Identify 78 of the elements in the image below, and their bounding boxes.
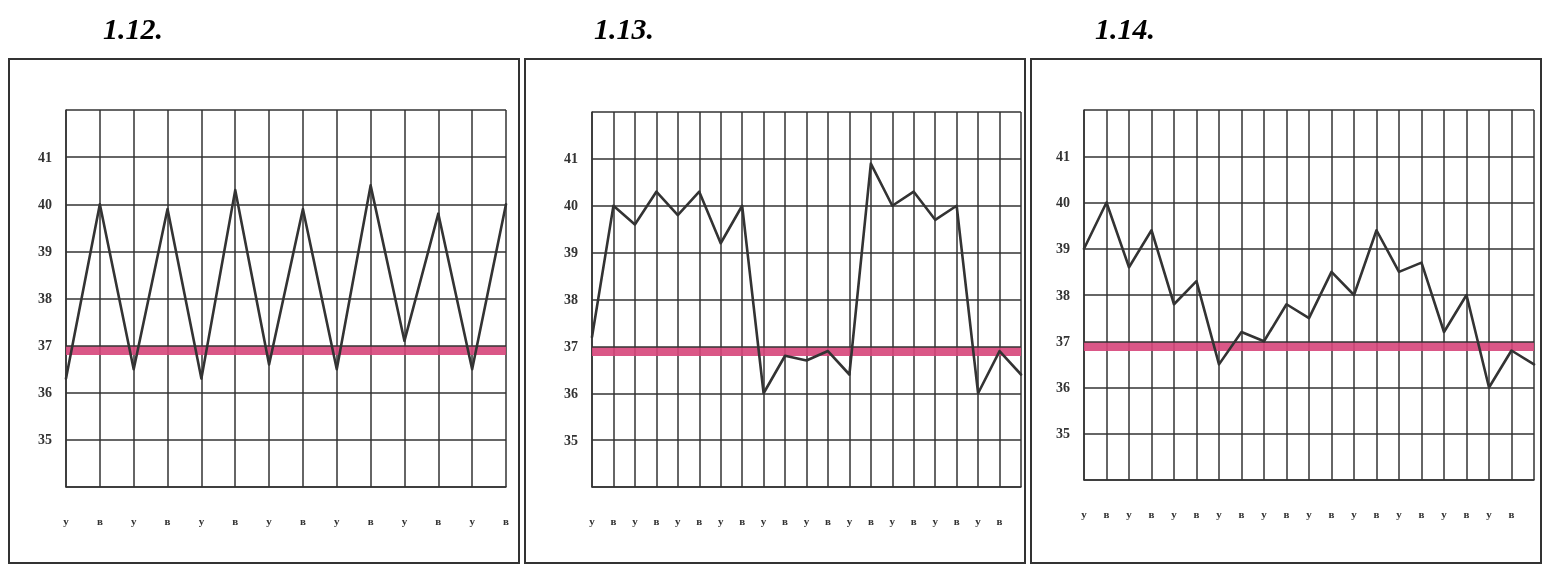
- y-tick-label: 36: [1056, 380, 1070, 395]
- y-tick-label: 36: [38, 385, 52, 401]
- x-tick-label: в: [610, 514, 617, 527]
- x-tick-label: у: [803, 514, 810, 527]
- x-tick-label: в: [1373, 507, 1380, 520]
- x-tick-label: в: [953, 514, 960, 527]
- y-tick-label: 38: [564, 292, 578, 307]
- x-tick-label: в: [1103, 507, 1110, 520]
- chart-title: 1.12.: [103, 12, 163, 46]
- y-tick-label: 35: [1056, 426, 1070, 442]
- x-tick-label: у: [975, 514, 982, 527]
- x-tick-label: у: [63, 514, 70, 527]
- x-tick-label: у: [334, 514, 341, 527]
- x-tick-label: у: [1441, 507, 1448, 520]
- x-tick-label: у: [1171, 507, 1178, 520]
- x-tick-label: у: [589, 514, 596, 527]
- x-tick-label: у: [760, 514, 767, 527]
- x-tick-label: у: [1216, 507, 1223, 520]
- y-tick-label: 38: [38, 291, 52, 306]
- y-tick-label: 40: [1056, 195, 1070, 210]
- x-tick-label: у: [632, 514, 639, 527]
- x-tick-label: у: [1351, 507, 1358, 520]
- x-tick-label: у: [198, 514, 205, 527]
- x-tick-label: в: [867, 514, 874, 527]
- x-tick-label: в: [1418, 507, 1425, 520]
- y-tick-label: 40: [564, 198, 578, 214]
- chart-title: 1.14.: [1095, 12, 1155, 46]
- x-tick-label: в: [1508, 507, 1515, 520]
- x-tick-label: в: [299, 514, 306, 527]
- x-tick-label: в: [782, 514, 789, 527]
- x-tick-label: у: [717, 514, 724, 527]
- y-tick-label: 41: [38, 149, 52, 165]
- y-tick-label: 37: [1056, 333, 1070, 349]
- x-tick-label: в: [367, 514, 374, 527]
- x-tick-label: в: [1463, 507, 1470, 520]
- x-tick-label: в: [696, 514, 703, 527]
- y-tick-label: 39: [38, 243, 52, 259]
- y-tick-label: 37: [38, 338, 52, 354]
- y-tick-label: 41: [1056, 148, 1070, 164]
- y-tick-label: 37: [564, 338, 578, 354]
- x-tick-label: в: [1193, 507, 1200, 520]
- x-tick-label: у: [1486, 507, 1493, 520]
- x-tick-label: у: [469, 514, 476, 527]
- x-tick-label: у: [266, 514, 273, 527]
- x-tick-label: у: [1261, 507, 1268, 520]
- x-tick-label: у: [889, 514, 896, 527]
- x-tick-label: в: [164, 514, 171, 527]
- y-tick-label: 40: [38, 196, 52, 212]
- x-tick-label: в: [824, 514, 831, 527]
- x-tick-label: у: [1081, 507, 1088, 520]
- x-tick-label: у: [401, 514, 408, 527]
- x-tick-label: в: [1283, 507, 1290, 520]
- chart-title: 1.13.: [594, 12, 654, 46]
- y-tick-label: 38: [1056, 287, 1070, 303]
- y-tick-label: 35: [564, 432, 578, 448]
- x-tick-label: в: [1238, 507, 1245, 520]
- x-tick-label: у: [846, 514, 853, 527]
- x-tick-label: в: [1328, 507, 1335, 520]
- x-tick-label: у: [675, 514, 682, 527]
- x-tick-label: в: [435, 514, 442, 527]
- y-tick-label: 41: [564, 151, 578, 167]
- y-tick-label: 39: [564, 245, 578, 261]
- x-tick-label: в: [1148, 507, 1155, 520]
- x-tick-label: у: [130, 514, 137, 527]
- x-tick-label: в: [232, 514, 239, 527]
- x-tick-label: в: [996, 514, 1003, 527]
- y-tick-label: 39: [1056, 241, 1070, 257]
- x-tick-label: у: [1126, 507, 1133, 520]
- x-tick-label: в: [653, 514, 660, 527]
- x-tick-label: в: [739, 514, 746, 527]
- x-tick-label: в: [96, 514, 103, 527]
- x-tick-label: у: [1396, 507, 1403, 520]
- x-tick-label: у: [1306, 507, 1313, 520]
- x-tick-label: в: [503, 514, 510, 527]
- y-tick-label: 36: [564, 385, 578, 401]
- y-tick-label: 35: [38, 432, 52, 448]
- x-tick-label: у: [932, 514, 939, 527]
- x-tick-label: в: [910, 514, 917, 527]
